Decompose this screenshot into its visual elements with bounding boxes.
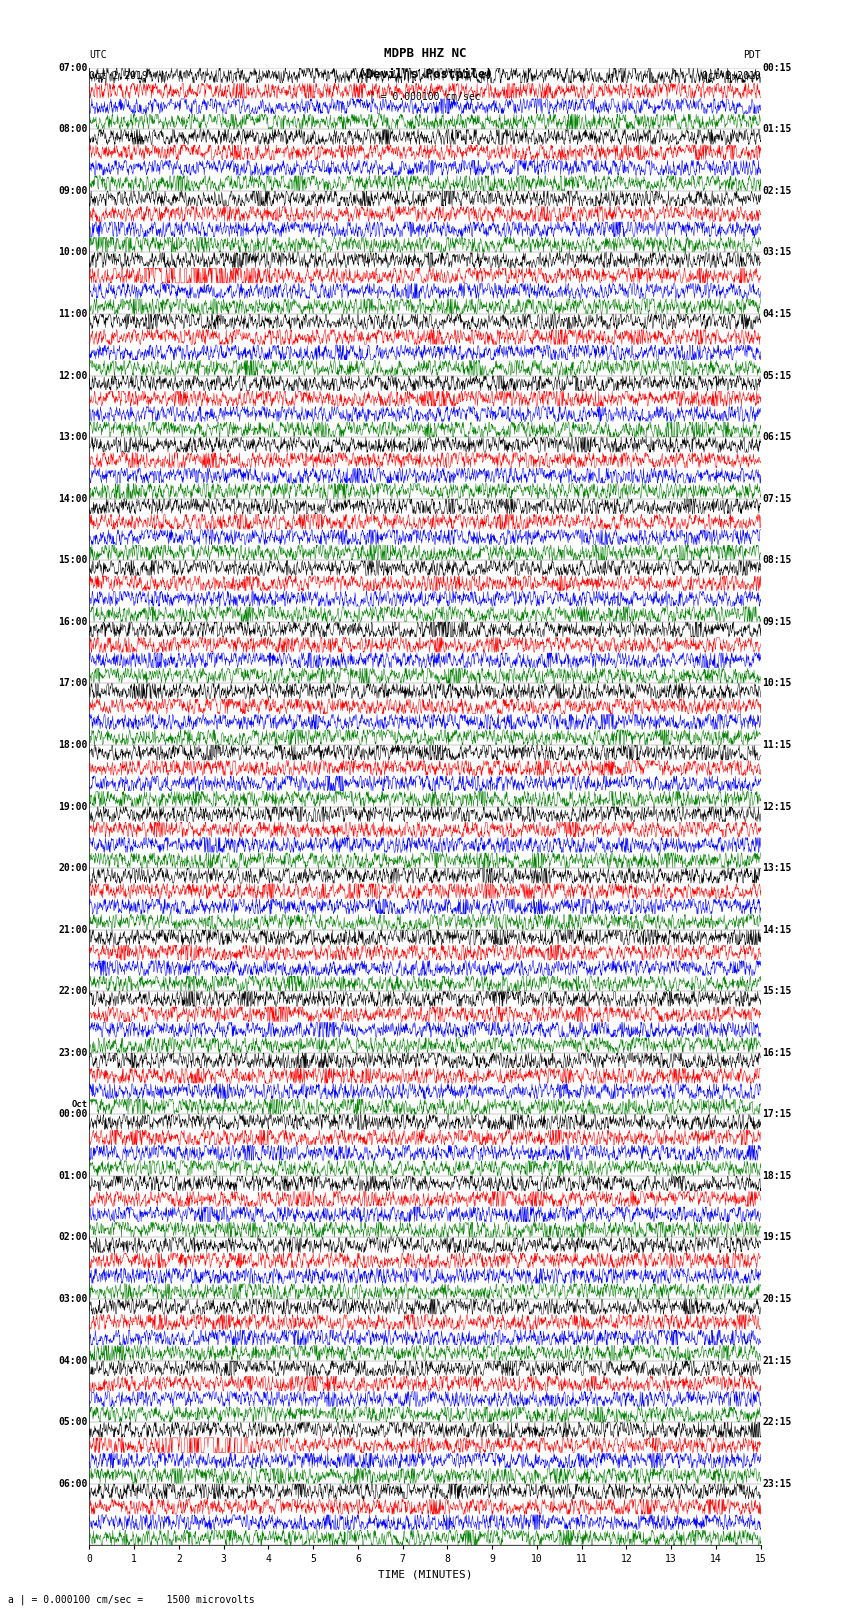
Text: 19:15: 19:15 (762, 1232, 792, 1242)
Text: 04:00: 04:00 (58, 1355, 88, 1366)
Text: Oct 2,2019: Oct 2,2019 (89, 71, 148, 81)
Text: 01:15: 01:15 (762, 124, 792, 134)
Text: 12:00: 12:00 (58, 371, 88, 381)
Text: 05:00: 05:00 (58, 1418, 88, 1428)
Text: 22:15: 22:15 (762, 1418, 792, 1428)
Text: 12:15: 12:15 (762, 802, 792, 811)
Text: 16:15: 16:15 (762, 1048, 792, 1058)
Text: 15:15: 15:15 (762, 986, 792, 997)
Text: 00:00: 00:00 (58, 1110, 88, 1119)
Text: 22:00: 22:00 (58, 986, 88, 997)
Text: 13:15: 13:15 (762, 863, 792, 873)
Text: 07:00: 07:00 (58, 63, 88, 73)
Text: 16:00: 16:00 (58, 616, 88, 627)
Text: 19:00: 19:00 (58, 802, 88, 811)
Text: Oct 2,2019: Oct 2,2019 (702, 71, 761, 81)
Text: 09:15: 09:15 (762, 616, 792, 627)
Text: PDT: PDT (743, 50, 761, 60)
Text: (Devil's Postpile): (Devil's Postpile) (358, 68, 492, 81)
Text: 20:00: 20:00 (58, 863, 88, 873)
Text: a | = 0.000100 cm/sec =    1500 microvolts: a | = 0.000100 cm/sec = 1500 microvolts (8, 1594, 255, 1605)
Text: 13:00: 13:00 (58, 432, 88, 442)
Text: 23:15: 23:15 (762, 1479, 792, 1489)
Text: 00:15: 00:15 (762, 63, 792, 73)
Text: UTC: UTC (89, 50, 107, 60)
Text: 14:15: 14:15 (762, 924, 792, 934)
Text: 20:15: 20:15 (762, 1294, 792, 1303)
Text: 23:00: 23:00 (58, 1048, 88, 1058)
Text: 03:15: 03:15 (762, 247, 792, 258)
Text: 08:15: 08:15 (762, 555, 792, 565)
Text: 17:00: 17:00 (58, 679, 88, 689)
Text: 11:15: 11:15 (762, 740, 792, 750)
Text: 18:00: 18:00 (58, 740, 88, 750)
Text: MDPB HHZ NC: MDPB HHZ NC (383, 47, 467, 60)
Text: 21:00: 21:00 (58, 924, 88, 934)
Text: 18:15: 18:15 (762, 1171, 792, 1181)
Text: 10:00: 10:00 (58, 247, 88, 258)
Text: 15:00: 15:00 (58, 555, 88, 565)
Text: 03:00: 03:00 (58, 1294, 88, 1303)
X-axis label: TIME (MINUTES): TIME (MINUTES) (377, 1569, 473, 1579)
Text: 02:00: 02:00 (58, 1232, 88, 1242)
Text: 21:15: 21:15 (762, 1355, 792, 1366)
Text: 08:00: 08:00 (58, 124, 88, 134)
Text: 05:15: 05:15 (762, 371, 792, 381)
Text: Oct: Oct (71, 1100, 88, 1110)
Text: 01:00: 01:00 (58, 1171, 88, 1181)
Text: | = 0.000100 cm/sec: | = 0.000100 cm/sec (369, 90, 481, 102)
Text: 10:15: 10:15 (762, 679, 792, 689)
Text: 14:00: 14:00 (58, 494, 88, 503)
Text: 06:00: 06:00 (58, 1479, 88, 1489)
Text: 07:15: 07:15 (762, 494, 792, 503)
Text: 09:00: 09:00 (58, 185, 88, 195)
Text: 04:15: 04:15 (762, 310, 792, 319)
Text: 17:15: 17:15 (762, 1110, 792, 1119)
Text: 02:15: 02:15 (762, 185, 792, 195)
Text: 06:15: 06:15 (762, 432, 792, 442)
Text: 11:00: 11:00 (58, 310, 88, 319)
